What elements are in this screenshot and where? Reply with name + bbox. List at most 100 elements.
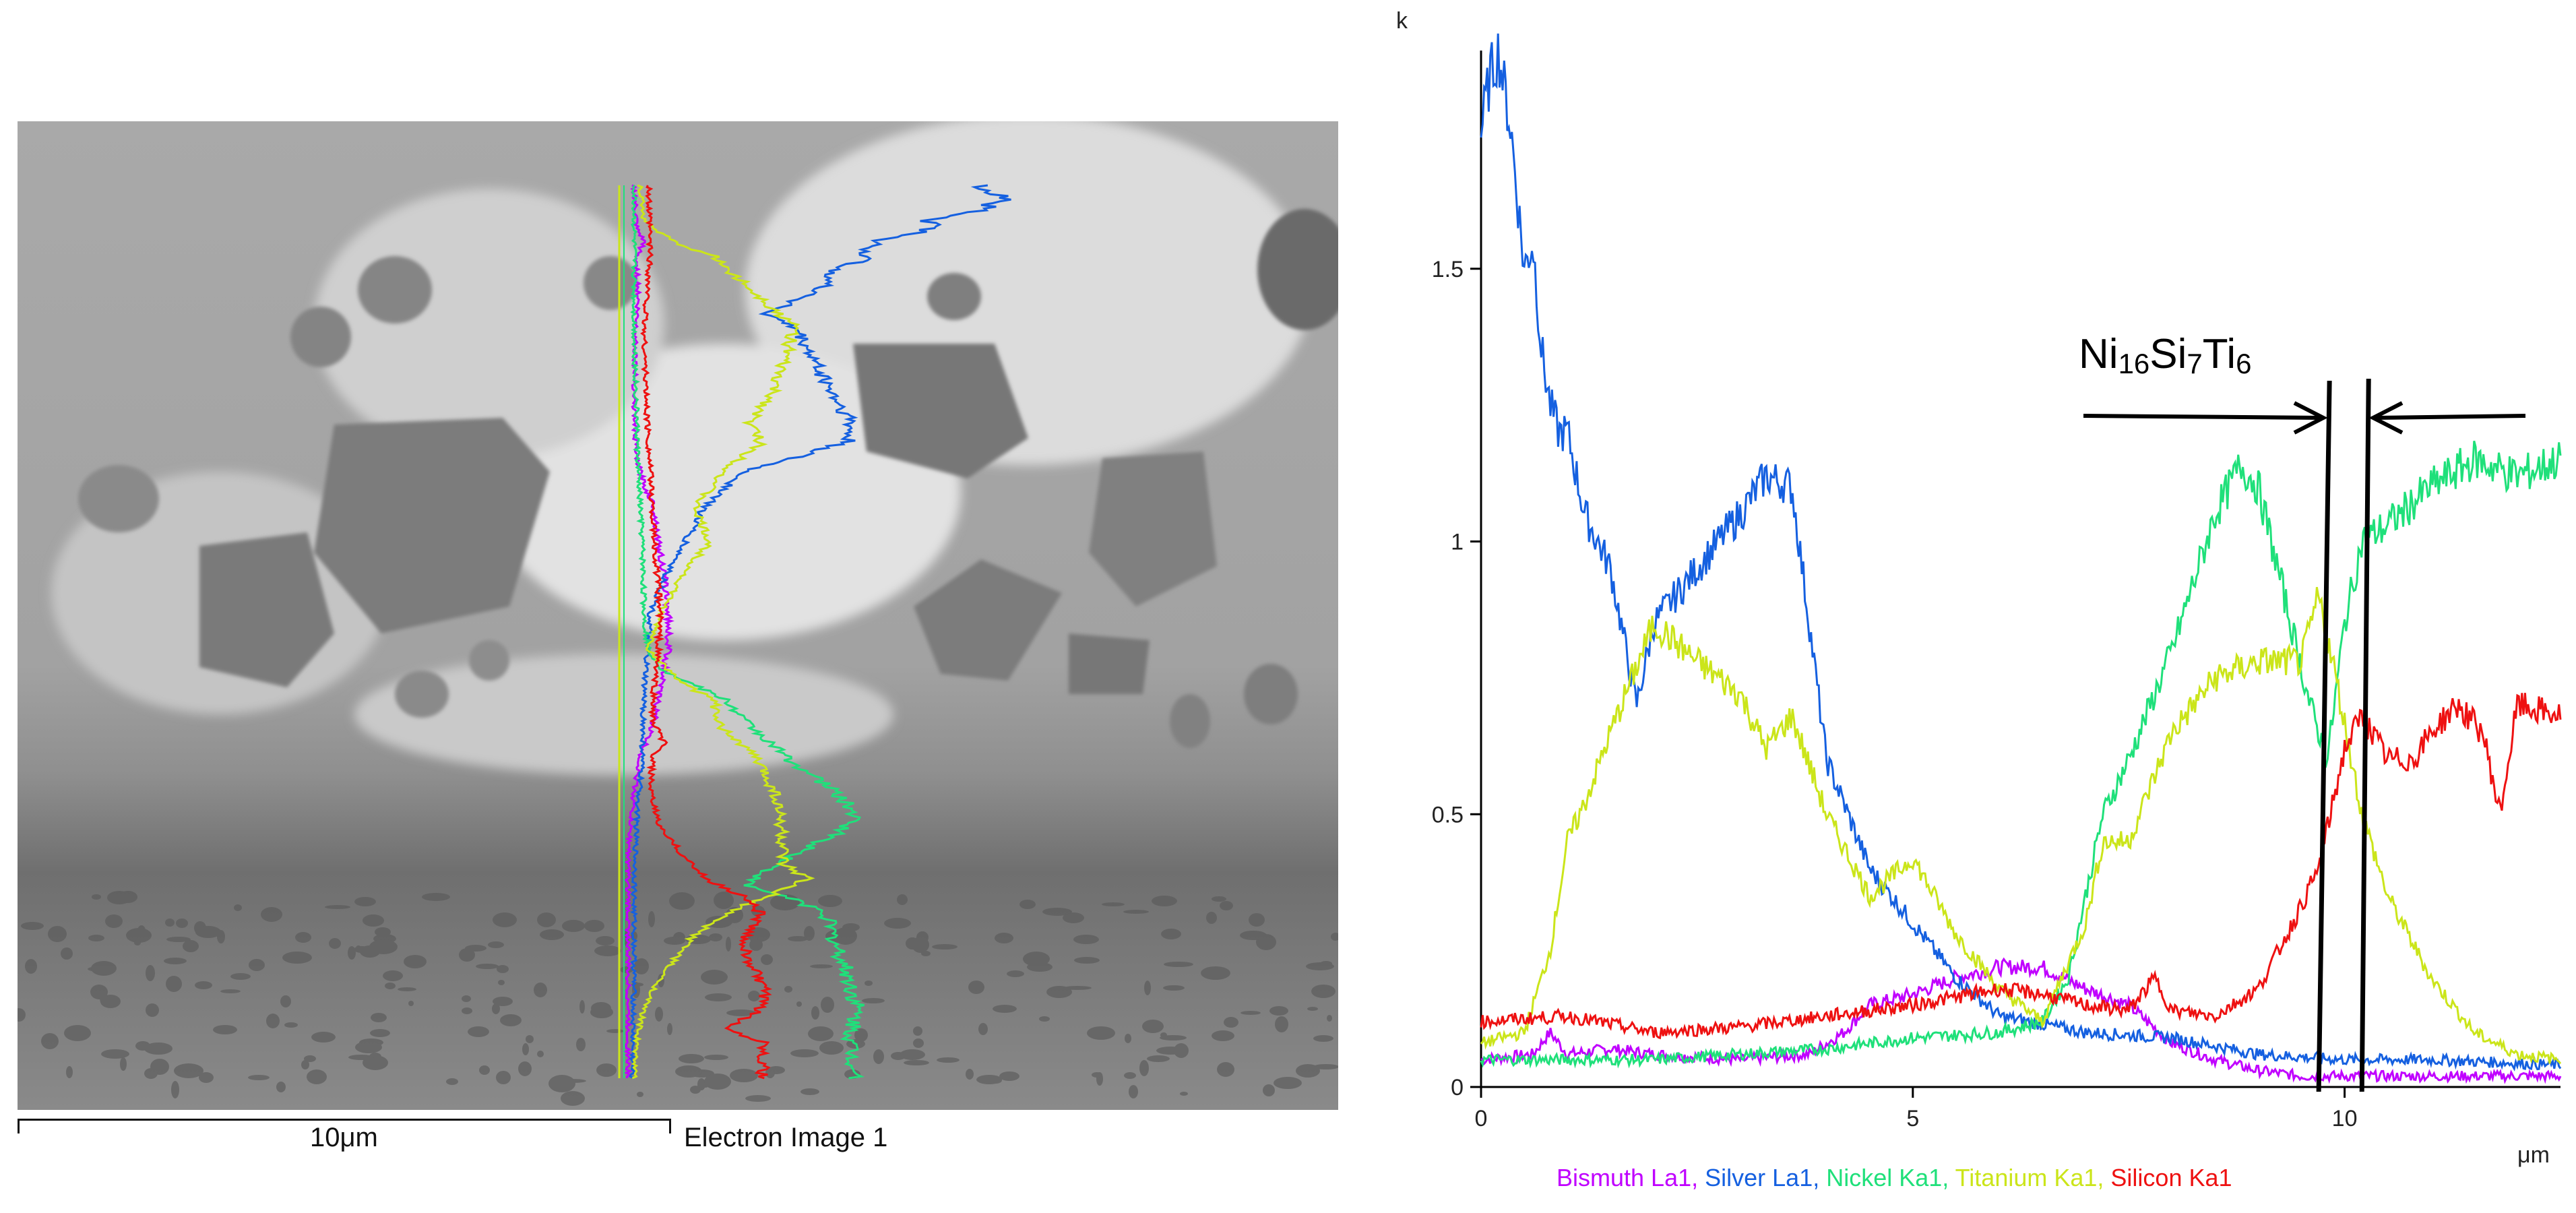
sem-image-canvas — [18, 121, 1338, 1110]
phase-part-ti: Ti — [2202, 331, 2236, 377]
sem-pore — [537, 912, 556, 927]
scale-bar-label: 10μm — [310, 1123, 378, 1152]
sem-pore — [690, 1086, 701, 1094]
sem-pore — [968, 981, 984, 994]
legend-item-titanium: Titanium Ka1, — [1955, 1164, 2111, 1191]
sem-pore — [518, 1061, 532, 1076]
sem-pore — [761, 954, 773, 965]
sem-pore — [912, 937, 929, 953]
sem-pore — [468, 1026, 489, 1037]
sem-pore — [1163, 985, 1185, 991]
phase-part-si: Si — [2149, 331, 2187, 377]
phase-part-ni: Ni — [2079, 331, 2118, 377]
sem-pore — [183, 940, 199, 952]
sem-pore — [714, 892, 734, 909]
sem-pore — [90, 985, 108, 999]
sem-pore — [370, 1029, 390, 1037]
sem-pore — [891, 1052, 906, 1060]
sem-pore — [862, 998, 885, 1003]
phase-arrow-left-head — [2293, 401, 2328, 435]
sem-pore — [655, 1007, 663, 1022]
sem-pore — [164, 958, 187, 964]
sem-pore — [854, 1028, 868, 1042]
sem-pore — [873, 1049, 884, 1064]
sem-pore — [1129, 1085, 1138, 1098]
sem-pore — [1263, 1084, 1275, 1096]
sem-pore — [21, 922, 44, 930]
sem-pore — [462, 1007, 472, 1014]
sem-pore — [1240, 931, 1267, 940]
sem-pore — [865, 981, 873, 986]
sem-pore — [1327, 1015, 1332, 1022]
sem-pore — [348, 1055, 374, 1060]
sem-pore — [496, 1071, 511, 1084]
sem-pore — [584, 920, 604, 932]
sem-electron-image — [18, 121, 1338, 1110]
phase-boundary-left — [2316, 380, 2332, 1092]
sem-pore — [637, 1092, 643, 1097]
sem-pore — [667, 1023, 672, 1035]
sem-pore — [48, 926, 67, 942]
sem-pore — [280, 995, 291, 1007]
sem-pore — [884, 918, 911, 929]
sem-pore — [385, 983, 396, 989]
series-line-silver — [1480, 33, 2562, 1071]
sem-trace-titanium — [631, 184, 815, 1080]
sem-pore — [1206, 912, 1217, 924]
sem-pore — [1073, 935, 1099, 944]
sem-pore — [788, 936, 808, 941]
sem-pore — [459, 948, 475, 962]
sem-pore — [726, 1009, 756, 1016]
sem-pore — [213, 1025, 237, 1034]
phase-sub-si: 7 — [2187, 348, 2203, 379]
x-tick-label: 10 — [2332, 1106, 2358, 1131]
sem-pore — [1125, 1034, 1131, 1043]
sem-pores — [18, 891, 1338, 1106]
sem-pore — [1275, 1016, 1288, 1032]
sem-pore — [540, 929, 564, 940]
sem-pore — [1217, 1062, 1234, 1077]
sem-trace-bismuth — [623, 184, 674, 1079]
sem-pore — [913, 1026, 922, 1036]
series-line-titanium — [1480, 586, 2562, 1065]
sem-pore — [493, 912, 517, 927]
sem-pore — [937, 1057, 960, 1063]
phase-sub-ni: 16 — [2118, 348, 2150, 379]
sem-pore — [492, 1003, 500, 1014]
sem-pore — [134, 940, 141, 945]
sem-pore — [821, 997, 834, 1013]
sem-pore — [1212, 896, 1226, 902]
sem-pore — [808, 1026, 834, 1041]
phase-sub-ti: 6 — [2236, 348, 2252, 379]
sem-pore — [101, 1049, 129, 1059]
x-axis-label: μm — [2517, 1142, 2550, 1168]
sem-pore — [355, 1041, 382, 1053]
sem-pore — [462, 995, 471, 1002]
sem-pore — [784, 986, 792, 993]
sem-pore — [726, 937, 731, 952]
sem-pore — [195, 981, 212, 989]
linescan-overlay — [618, 184, 1011, 1080]
sem-pore — [371, 1013, 387, 1022]
sem-pore — [999, 1071, 1019, 1081]
sem-pore — [354, 897, 376, 906]
sem-pore — [284, 1022, 298, 1028]
sem-pore — [498, 980, 505, 985]
sem-pore — [897, 894, 908, 905]
sem-pore — [1274, 1077, 1302, 1089]
sem-pore — [1144, 981, 1151, 995]
sem-pore — [311, 1032, 336, 1043]
sem-pore — [1161, 929, 1181, 939]
sem-pore — [476, 964, 499, 969]
series-line-silicon — [1480, 693, 2562, 1040]
sem-pore — [408, 1001, 414, 1006]
sem-pore — [705, 993, 732, 1001]
sem-pore — [1074, 957, 1100, 964]
sem-pore — [561, 1091, 585, 1106]
sem-pore — [1212, 1030, 1234, 1041]
sem-pore — [730, 1069, 758, 1082]
sem-pore — [195, 926, 221, 938]
sem-pore — [18, 1008, 26, 1022]
sem-pore — [465, 945, 486, 952]
sem-pore — [669, 892, 695, 910]
